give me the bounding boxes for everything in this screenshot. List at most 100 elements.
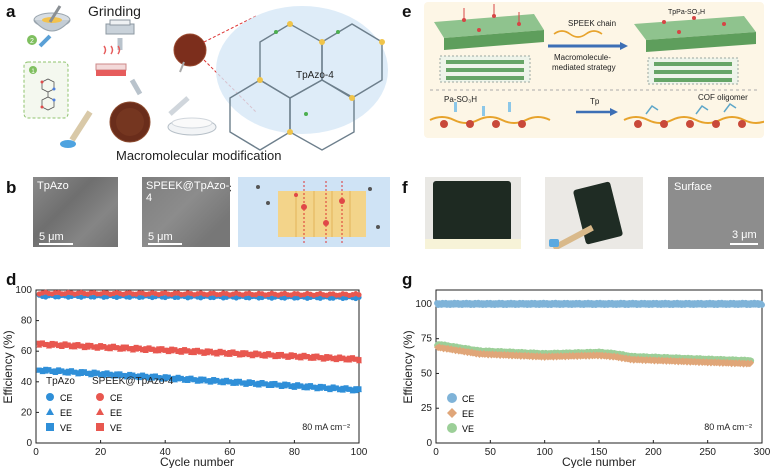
legend-g-ee: EE [462, 409, 474, 419]
data-point [172, 375, 178, 381]
sem-tpazo-title: TpAzo [37, 180, 69, 192]
data-point [256, 351, 262, 357]
data-point [220, 349, 226, 355]
data-point [356, 292, 362, 298]
y-tick-label: 25 [421, 403, 433, 414]
sem-speek-title: SPEEK@TpAzo-4 [146, 180, 230, 204]
data-point [285, 382, 291, 388]
data-point [295, 354, 301, 360]
data-point [91, 369, 97, 375]
series-d-2 [36, 366, 362, 393]
series-d-5 [36, 340, 362, 363]
data-point [104, 370, 110, 376]
data-point [178, 348, 184, 354]
data-point [75, 370, 81, 376]
data-point [230, 379, 236, 385]
data-point [198, 376, 204, 382]
data-point [356, 386, 362, 392]
data-point [275, 352, 281, 358]
x-tick-label: 50 [485, 447, 497, 458]
chart-d-ylabel: Efficiency (%) [1, 330, 15, 403]
data-point [679, 357, 686, 364]
data-point [201, 349, 207, 355]
legend-g-ce: CE [462, 394, 475, 404]
data-point [691, 357, 698, 364]
data-point [253, 381, 259, 387]
legend-d-tpazo-ee-marker [46, 408, 54, 415]
panel-c-schematic [238, 177, 390, 247]
data-point [123, 373, 129, 379]
data-point [266, 382, 272, 388]
legend-d-speek-ve: VE [110, 423, 122, 433]
data-point [214, 377, 220, 383]
data-point [81, 343, 87, 349]
data-point [333, 385, 339, 391]
data-point [233, 350, 239, 356]
panel-c-illustration [256, 181, 380, 243]
data-point [350, 387, 356, 393]
data-point [88, 342, 94, 348]
legend-d-tpazo-ve-marker [46, 423, 54, 431]
data-point [69, 368, 75, 374]
data-point [175, 374, 181, 380]
panel-label-e: e [402, 2, 412, 21]
data-point [217, 379, 223, 385]
data-point [39, 340, 45, 346]
x-tick-label: 250 [699, 447, 716, 458]
data-point [288, 352, 294, 358]
tp-label: Tp [590, 97, 600, 106]
data-point [133, 373, 139, 379]
data-point [107, 344, 113, 350]
data-point [49, 368, 55, 374]
data-point [101, 344, 107, 350]
photo-membrane-bent [545, 177, 643, 249]
y-tick-label: 40 [21, 377, 33, 388]
data-point [146, 374, 152, 380]
surface-scale-bar [730, 243, 758, 245]
data-point [275, 382, 281, 388]
data-point [195, 377, 200, 383]
data-point [62, 341, 68, 347]
data-point [130, 372, 136, 378]
data-point [162, 347, 168, 353]
panel-label-g: g [402, 270, 413, 289]
data-point [101, 371, 107, 377]
data-point [59, 368, 65, 374]
data-point [350, 355, 356, 361]
sem-image-speek: SPEEK@TpAzo-4 5 μm [142, 177, 230, 247]
data-point [224, 350, 230, 356]
data-point [191, 377, 197, 383]
data-point [156, 375, 162, 381]
data-point [553, 354, 560, 361]
legend-d-group2-title: SPEEK@TpAzo-4 [92, 376, 174, 387]
x-tick-label: 60 [224, 447, 236, 458]
data-point [748, 359, 755, 366]
y-tick-label: 100 [415, 299, 432, 310]
data-point [207, 378, 213, 384]
grinding-label: Grinding [88, 3, 141, 19]
legend-d-speek-ce: CE [110, 393, 123, 403]
data-point [317, 355, 323, 361]
data-point [266, 351, 272, 357]
data-point [340, 355, 346, 361]
y-tick-label: 60 [21, 346, 33, 357]
data-point [224, 377, 230, 383]
data-point [337, 386, 343, 392]
data-point [149, 346, 155, 352]
data-point [246, 351, 252, 357]
data-point [143, 346, 149, 352]
data-point [353, 356, 359, 362]
data-point [346, 355, 352, 361]
data-point [107, 371, 113, 377]
data-point [159, 346, 165, 352]
data-point [153, 373, 159, 379]
data-point [188, 349, 194, 355]
chart-g-ylabel: Efficiency (%) [401, 330, 415, 403]
panel-a-caption: Macromolecular modification [116, 148, 281, 162]
data-point [436, 343, 443, 350]
photo-membrane-flat [425, 177, 521, 249]
data-point [169, 376, 175, 382]
chart-d: 0 20 40 60 80 100 0 20 40 60 80 100 Cycle number Ef… [1, 285, 368, 468]
legend-g-ee-marker [447, 408, 457, 418]
data-point [52, 341, 58, 347]
